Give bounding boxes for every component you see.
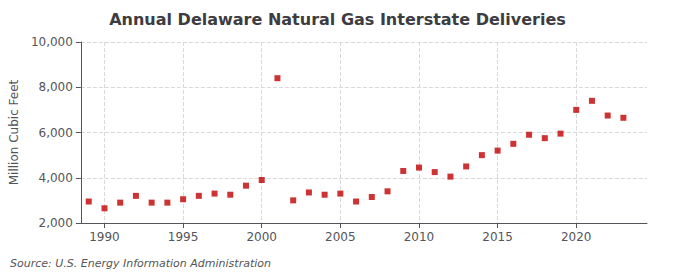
svg-text:2005: 2005 — [325, 230, 356, 244]
svg-text:6,000: 6,000 — [39, 126, 73, 140]
svg-text:Source: U.S. Energy Informatio: Source: U.S. Energy Information Administ… — [10, 257, 271, 270]
svg-text:8,000: 8,000 — [39, 80, 73, 94]
svg-text:1995: 1995 — [168, 230, 199, 244]
svg-text:2,000: 2,000 — [39, 216, 73, 230]
svg-text:Million Cubic Feet: Million Cubic Feet — [7, 79, 21, 185]
svg-text:2010: 2010 — [404, 230, 435, 244]
svg-text:1990: 1990 — [89, 230, 120, 244]
svg-text:2020: 2020 — [561, 230, 592, 244]
svg-text:2015: 2015 — [482, 230, 513, 244]
svg-text:4,000: 4,000 — [39, 171, 73, 185]
svg-text:2000: 2000 — [246, 230, 277, 244]
svg-text:Annual Delaware Natural Gas In: Annual Delaware Natural Gas Interstate D… — [109, 10, 566, 29]
svg-text:10,000: 10,000 — [31, 35, 73, 49]
